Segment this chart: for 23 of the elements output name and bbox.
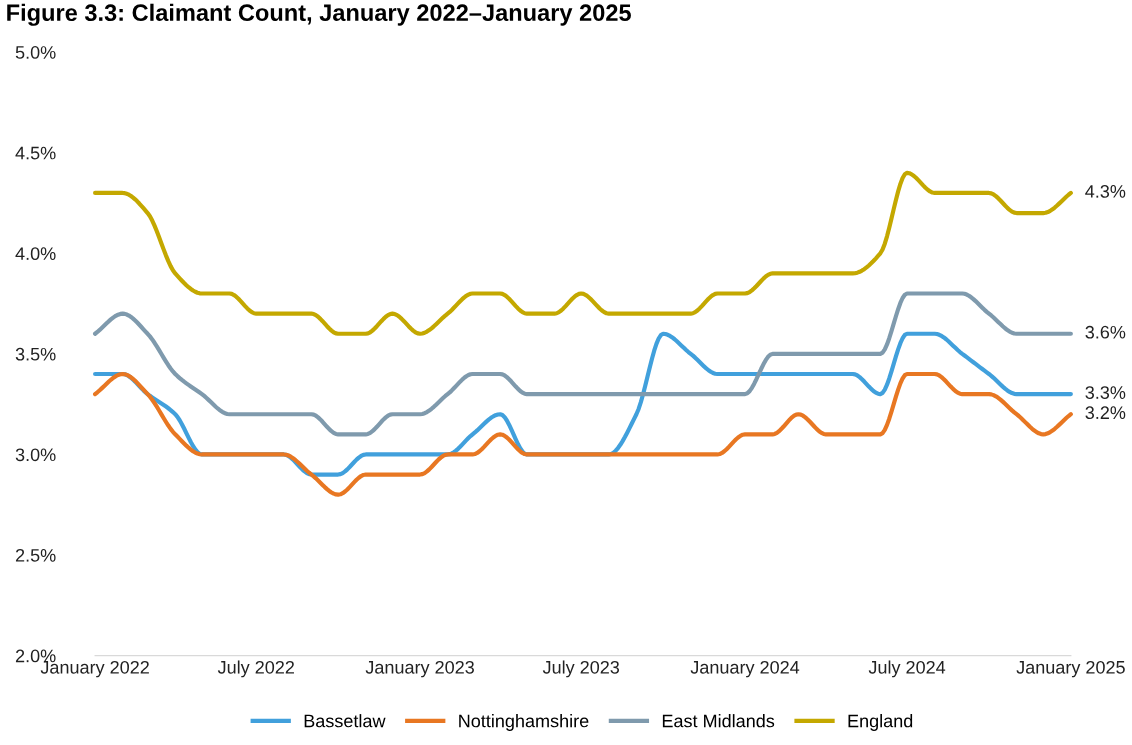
legend-label: Nottinghamshire <box>459 714 589 731</box>
y-tick-label: 3.0% <box>15 448 56 462</box>
x-tick-label: July 2022 <box>217 660 294 678</box>
legend-label: Bassetlaw <box>304 714 386 728</box>
x-tick-label: January 2024 <box>690 660 800 678</box>
y-tick-label: 4.5% <box>15 146 56 160</box>
data-label: 4.3% <box>1085 185 1126 198</box>
x-tick-label: January 2025 <box>1016 660 1125 678</box>
legend-label: East Midlands <box>662 714 775 728</box>
y-tick-label: 2.5% <box>15 548 56 562</box>
y-tick-label: 2.0% <box>15 649 56 663</box>
data-label: 3.6% <box>1085 325 1126 339</box>
chart-title: Figure 3.3: Claimant Count, January 2022–January 2025 <box>7 3 631 26</box>
data-label: 3.2% <box>1085 406 1126 420</box>
x-tick-label: January 2022 <box>40 660 149 678</box>
x-tick-label: January 2023 <box>365 660 474 678</box>
x-tick-label: July 2023 <box>542 660 620 678</box>
data-label: 3.3% <box>1085 386 1126 399</box>
y-tick-label: 4.0% <box>15 247 56 261</box>
y-tick-label: 3.5% <box>15 347 56 361</box>
x-tick-label: July 2024 <box>868 660 946 678</box>
legend-label: England <box>848 714 913 731</box>
y-tick-label: 5.0% <box>15 46 56 59</box>
